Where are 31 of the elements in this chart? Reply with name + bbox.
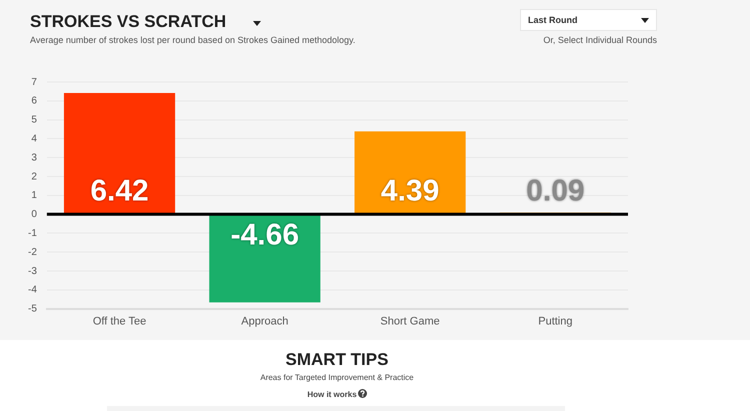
data-label: -4.66: [230, 218, 300, 252]
data-label: 0.09: [526, 174, 585, 208]
x-tick-label: Off the Tee: [92, 315, 146, 328]
y-tick-label: 1: [31, 190, 38, 202]
text: Last Round: [528, 15, 578, 25]
text: SMART TIPS: [284, 350, 390, 370]
y-tick-label: -2: [28, 246, 38, 258]
y-tick-label: -3: [28, 266, 38, 277]
chart-subtitle: Average number of strokes lost per round based on Strokes Gained methodology.: [30, 35, 356, 45]
text: Areas for Targeted Improvement & Practice: [259, 373, 415, 382]
y-tick-label: 4: [31, 133, 38, 144]
x-tick-label: Short Game: [380, 315, 440, 328]
y-tick-label: -1: [28, 228, 38, 239]
x-tick-label: Putting: [538, 315, 572, 328]
data-label: 4.39: [380, 174, 440, 208]
y-tick-label: 7: [31, 76, 38, 88]
bar: [209, 214, 320, 302]
data-label: 6.42: [90, 174, 149, 208]
y-tick-label: 5: [31, 114, 38, 126]
y-tick-label: -5: [28, 304, 38, 315]
text: How it works: [307, 390, 357, 399]
bar: [64, 92, 176, 214]
text: Or, Select Individual Rounds: [543, 35, 657, 45]
y-tick-label: 0: [31, 209, 38, 220]
bar: [354, 131, 466, 214]
y-tick-label: 6: [31, 96, 38, 107]
y-tick-label: 3: [31, 152, 38, 164]
x-tick-label: Approach: [241, 315, 288, 328]
y-tick-label: -4: [28, 284, 38, 296]
y-tick-label: 2: [31, 171, 38, 182]
chart-title: STROKES VS SCRATCH: [30, 12, 226, 32]
